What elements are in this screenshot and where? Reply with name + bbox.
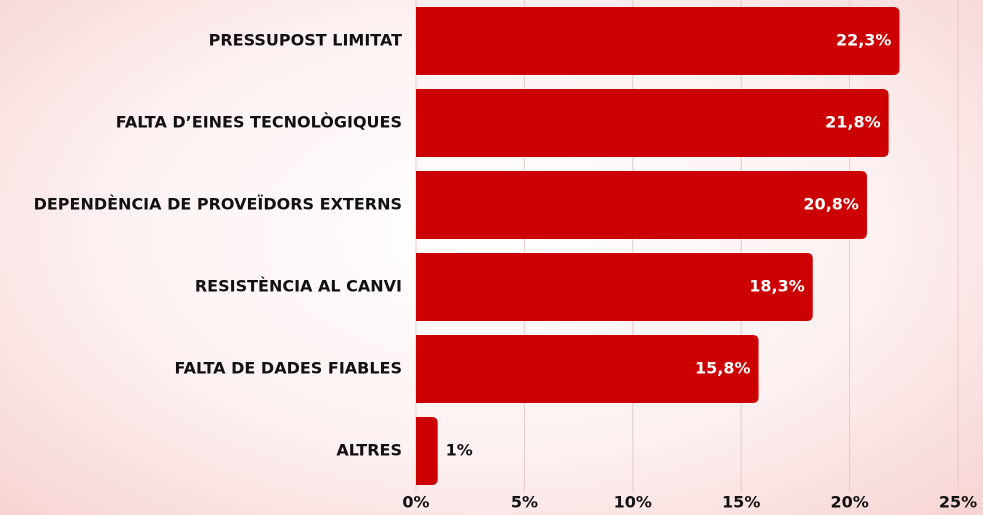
x-tick-label: 0% [402,493,429,512]
value-label: 18,3% [749,277,805,296]
category-label: FALTA DE DADES FIABLES [174,359,402,378]
x-tick-label: 5% [511,493,538,512]
bar [416,253,813,321]
x-tick-label: 15% [722,493,760,512]
bar [416,7,900,75]
category-label: PRESSUPOST LIMITAT [209,31,402,50]
value-label: 22,3% [836,31,892,50]
bar [416,171,867,239]
category-label: FALTA D’EINES TECNOLÒGIQUES [116,113,402,132]
bar [416,335,759,403]
category-label: DEPENDÈNCIA DE PROVEÏDORS EXTERNS [34,195,402,214]
category-label: ALTRES [336,441,402,460]
value-label: 15,8% [695,359,751,378]
bar [416,417,438,485]
x-tick-label: 10% [614,493,652,512]
value-label: 21,8% [825,113,881,132]
value-label: 1% [446,441,473,460]
bar [416,89,889,157]
category-label: RESISTÈNCIA AL CANVI [195,277,402,296]
x-tick-label: 25% [939,493,977,512]
x-tick-label: 20% [830,493,868,512]
value-label: 20,8% [803,195,859,214]
